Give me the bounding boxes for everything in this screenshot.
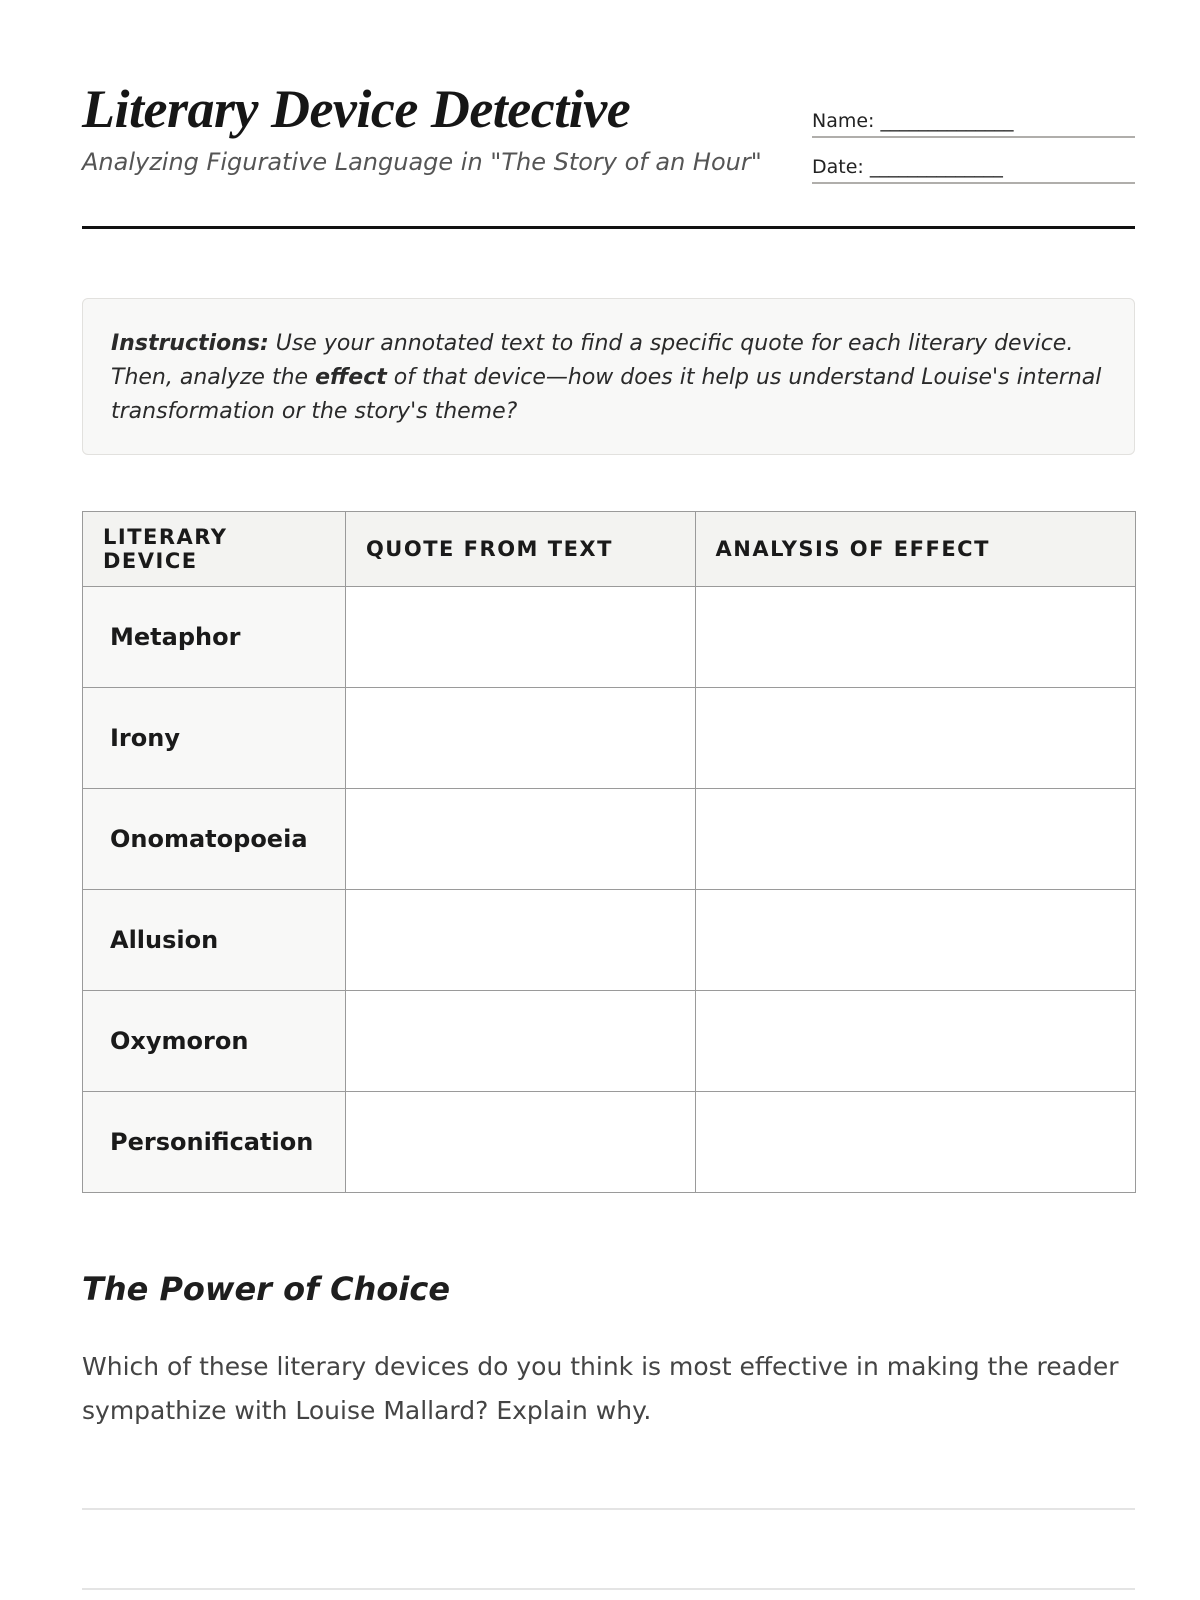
device-name: Oxymoron <box>82 990 346 1092</box>
device-name: Allusion <box>82 889 346 991</box>
page-title: Literary Device Detective <box>82 79 631 139</box>
name-field[interactable]: Name: ______________ <box>812 110 1135 138</box>
device-name: Irony <box>82 687 346 789</box>
instructions-lead: Instructions: <box>111 331 269 356</box>
student-info: Name: ______________ Date: _____________… <box>812 110 1135 202</box>
table-row: Allusion <box>82 889 1137 991</box>
table-row: Onomatopoeia <box>82 788 1137 890</box>
analysis-cell[interactable] <box>694 586 1137 688</box>
analysis-cell[interactable] <box>694 788 1137 890</box>
table-row: Personification <box>82 1091 1137 1193</box>
quote-cell[interactable] <box>344 687 696 789</box>
device-name: Onomatopoeia <box>82 788 346 890</box>
device-name: Personification <box>82 1091 346 1193</box>
quote-cell[interactable] <box>344 586 696 688</box>
reflection-heading: The Power of Choice <box>82 1270 451 1308</box>
quote-cell[interactable] <box>344 788 696 890</box>
device-table: LITERARY DEVICE QUOTE FROM TEXT ANALYSIS… <box>82 511 1137 1193</box>
table-row: Irony <box>82 687 1137 789</box>
answer-line[interactable] <box>82 1588 1135 1590</box>
page-subtitle: Analyzing Figurative Language in "The St… <box>82 148 762 176</box>
analysis-cell[interactable] <box>694 889 1137 991</box>
analysis-cell[interactable] <box>694 990 1137 1092</box>
instructions-text-2: of that device—how does it help us under… <box>111 365 1102 424</box>
quote-cell[interactable] <box>344 990 696 1092</box>
date-field[interactable]: Date: ______________ <box>812 156 1135 184</box>
device-name: Metaphor <box>82 586 346 688</box>
header-quote: QUOTE FROM TEXT <box>344 511 696 587</box>
header-analysis: ANALYSIS OF EFFECT <box>694 511 1137 587</box>
table-header-row: LITERARY DEVICE QUOTE FROM TEXT ANALYSIS… <box>82 511 1137 587</box>
analysis-cell[interactable] <box>694 687 1137 789</box>
answer-line[interactable] <box>82 1508 1135 1510</box>
table-row: Metaphor <box>82 586 1137 688</box>
instructions-text: Use your annotated text to find a specif… <box>111 331 1074 390</box>
header-literary-device: LITERARY DEVICE <box>82 511 346 587</box>
header-divider <box>82 226 1135 229</box>
reflection-prompt: Which of these literary devices do you t… <box>82 1352 1119 1425</box>
analysis-cell[interactable] <box>694 1091 1137 1193</box>
instructions-box: Instructions: Use your annotated text to… <box>82 298 1135 455</box>
quote-cell[interactable] <box>344 1091 696 1193</box>
table-row: Oxymoron <box>82 990 1137 1092</box>
instructions-emphasis: effect <box>315 365 387 390</box>
quote-cell[interactable] <box>344 889 696 991</box>
